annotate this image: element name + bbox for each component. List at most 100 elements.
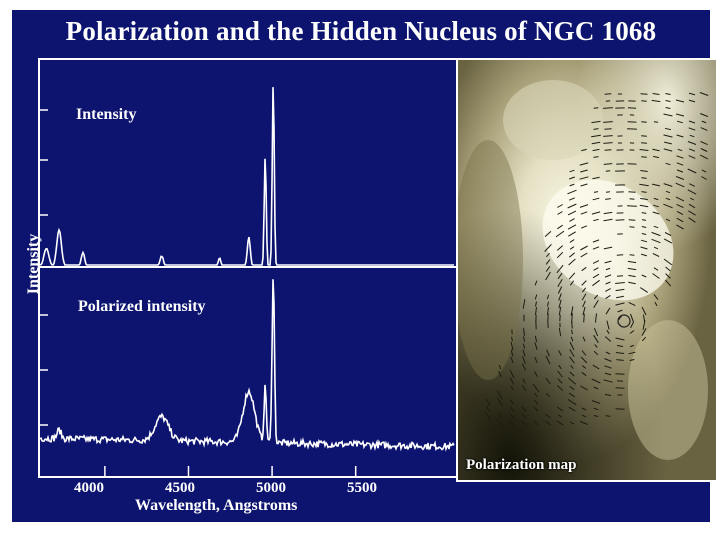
polarization-map-image: Polarization map bbox=[456, 58, 718, 482]
polarization-vector bbox=[651, 238, 661, 244]
polarization-vector bbox=[643, 314, 645, 322]
polarization-vector bbox=[534, 294, 538, 300]
polarization-vector bbox=[533, 406, 539, 412]
polarization-vector bbox=[509, 399, 515, 405]
polarization-vector bbox=[604, 336, 612, 342]
polarization-vector bbox=[581, 407, 587, 411]
polarization-vector bbox=[557, 279, 563, 287]
polarization-vector bbox=[546, 252, 550, 258]
polarization-vector bbox=[579, 204, 589, 208]
polarization-vector bbox=[689, 197, 695, 201]
polarization-vector bbox=[592, 239, 600, 243]
polarization-vector bbox=[509, 377, 515, 385]
polarization-vector bbox=[688, 120, 696, 124]
polarization-vector bbox=[641, 142, 647, 144]
polarization-vector bbox=[523, 328, 525, 336]
polarization-vector bbox=[664, 279, 672, 287]
polarization-vector bbox=[675, 99, 685, 103]
polarization-vector bbox=[603, 246, 613, 250]
polarization-vector bbox=[570, 336, 574, 342]
polarization-vector bbox=[593, 294, 599, 300]
polarization-vector bbox=[593, 218, 599, 222]
polarization-vector bbox=[603, 107, 613, 109]
polarization-vector bbox=[664, 141, 672, 145]
polarization-vector bbox=[555, 230, 565, 238]
polarization-vector bbox=[641, 177, 647, 179]
polarization-vector bbox=[591, 211, 601, 215]
polarization-vector bbox=[593, 299, 599, 309]
polarization-vector bbox=[591, 134, 601, 138]
polarization-vector bbox=[580, 183, 588, 187]
polarization-vector bbox=[544, 231, 552, 237]
polarization-vector bbox=[580, 245, 588, 251]
polarization-vector bbox=[581, 350, 587, 356]
polarization-vector bbox=[485, 406, 491, 412]
nucleus-marker bbox=[617, 314, 631, 328]
polarization-vector bbox=[558, 327, 562, 337]
polarization-vector bbox=[558, 364, 562, 370]
polarization-vector bbox=[580, 356, 588, 364]
polarization-vector bbox=[521, 363, 527, 371]
x-tick-label: 4000 bbox=[74, 480, 104, 496]
polarization-vector bbox=[641, 328, 647, 336]
polarization-vector bbox=[557, 378, 563, 384]
polarization-vector bbox=[641, 336, 647, 342]
polarization-vector bbox=[591, 120, 601, 124]
polarization-vector bbox=[605, 294, 611, 300]
polarization-vector bbox=[653, 294, 659, 300]
slide-background: Polarization and the Hidden Nucleus of N… bbox=[12, 10, 718, 522]
polarization-vector bbox=[641, 212, 647, 214]
polarization-vector bbox=[534, 335, 538, 343]
polarization-vector bbox=[700, 113, 708, 117]
polarization-map-label: Polarization map bbox=[466, 457, 577, 473]
polarization-vector bbox=[593, 350, 599, 356]
polarization-vector bbox=[558, 414, 562, 418]
polarization-vector bbox=[569, 341, 575, 351]
polarization-vector bbox=[535, 301, 537, 307]
polarization-vector bbox=[510, 349, 514, 357]
polarization-vector bbox=[665, 266, 671, 272]
bottom-panel-label: Polarized intensity bbox=[78, 298, 206, 315]
polarization-vector bbox=[652, 155, 660, 159]
polarization-vector bbox=[676, 210, 684, 216]
polarization-vector bbox=[569, 239, 575, 243]
polarization-vector bbox=[677, 148, 683, 152]
polarization-vector bbox=[568, 406, 576, 412]
polarization-vector bbox=[592, 364, 600, 370]
polarization-vector bbox=[688, 127, 696, 131]
polarization-vector bbox=[604, 274, 612, 278]
polarization-vector bbox=[675, 182, 685, 188]
polarization-vector bbox=[604, 149, 612, 151]
polarization-vector bbox=[676, 120, 684, 124]
polarization-vector bbox=[605, 198, 611, 200]
polarization-vector bbox=[523, 336, 525, 342]
polarization-vector bbox=[557, 370, 563, 378]
polarization-vector bbox=[557, 272, 563, 280]
polarization-vector bbox=[511, 336, 513, 342]
polarization-vector bbox=[676, 224, 684, 230]
polarization-vector bbox=[581, 414, 587, 418]
polarization-vector bbox=[700, 127, 708, 131]
polarization-vector bbox=[534, 342, 538, 350]
polarization-vector bbox=[663, 258, 673, 266]
polarization-vector bbox=[604, 128, 612, 130]
polarization-vector bbox=[592, 197, 600, 201]
polarization-vector bbox=[569, 371, 575, 377]
polarization-vector bbox=[603, 163, 613, 165]
polarization-vector bbox=[699, 92, 709, 96]
polarization-vector bbox=[593, 386, 599, 390]
polarization-vector bbox=[606, 329, 610, 335]
polarization-vector bbox=[545, 420, 551, 426]
polarization-vector bbox=[603, 135, 613, 137]
polarization-vector bbox=[567, 398, 577, 406]
polarization-vector bbox=[558, 293, 562, 301]
polarization-vector bbox=[533, 399, 539, 405]
polarization-vector bbox=[606, 320, 610, 330]
polarization-vector bbox=[592, 176, 600, 180]
polarization-vector bbox=[556, 384, 564, 392]
polarization-vector bbox=[520, 420, 528, 426]
polarization-vector bbox=[509, 369, 515, 379]
polarization-vector bbox=[580, 421, 588, 425]
polarization-vector bbox=[653, 204, 659, 208]
polarization-vector bbox=[615, 387, 625, 389]
